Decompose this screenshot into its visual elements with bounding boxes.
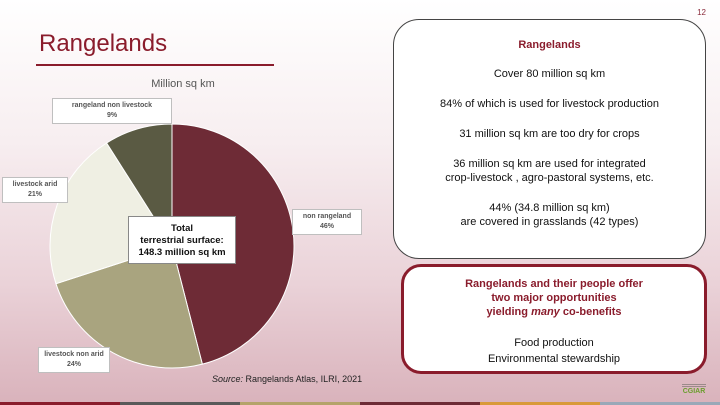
- heading-line: two major opportunities: [491, 292, 617, 304]
- callout-percent: 9%: [106, 112, 118, 119]
- source-text: Rangelands Atlas, ILRI, 2021: [243, 374, 363, 384]
- callout-label: livestock arid: [12, 181, 58, 188]
- total-line-1: Total: [171, 223, 193, 234]
- footer-segment: [0, 402, 120, 405]
- opportunity-line: Environmental stewardship: [487, 353, 621, 365]
- heading-line-post: co-benefits: [559, 306, 622, 318]
- total-surface-callout: Total terrestrial surface: 148.3 million…: [128, 216, 236, 264]
- slide-title: Rangelands: [39, 30, 168, 57]
- callout-percent: 24%: [66, 361, 81, 368]
- footer-segment: [600, 402, 720, 405]
- fact-line: are covered in grasslands (42 types): [460, 216, 639, 228]
- logo-rule: [682, 386, 706, 387]
- opportunities-heading: Rangelands and their people offer two ma…: [404, 277, 704, 319]
- rangelands-facts-box: Rangelands Cover 80 million sq km 84% of…: [393, 19, 706, 259]
- facts-heading: Rangelands: [518, 39, 581, 51]
- callout-label: livestock non arid: [44, 351, 104, 358]
- source-citation: Source: Rangelands Atlas, ILRI, 2021: [212, 374, 362, 384]
- pie-slice-rangeland-non-livestock: [105, 123, 173, 248]
- chart-title: Million sq km: [151, 78, 215, 90]
- heading-line-emphasis: many: [531, 306, 560, 318]
- page-number: 12: [697, 8, 706, 17]
- opportunities-box: Rangelands and their people offer two ma…: [401, 264, 707, 374]
- footer-color-bar: [0, 402, 720, 405]
- callout-label: non rangeland: [302, 213, 352, 220]
- callout-percent: 21%: [27, 191, 42, 198]
- callout-percent: 46%: [319, 223, 334, 230]
- opportunity-line: Food production: [514, 337, 594, 349]
- heading-line-pre: yielding: [486, 306, 532, 318]
- logo-text: CGIAR: [682, 388, 706, 395]
- heading-line: yielding many co-benefits: [404, 305, 704, 319]
- heading-line: Rangelands and their people offer: [465, 278, 643, 290]
- callout-livestock-non-arid: livestock non arid 24%: [38, 347, 110, 373]
- fact-line: crop-livestock , agro-pastoral systems, …: [445, 172, 654, 184]
- fact-line: Cover 80 million sq km: [493, 68, 606, 80]
- footer-segment: [240, 402, 360, 405]
- title-underline: [36, 64, 274, 66]
- fact-line: 84% of which is used for livestock produ…: [440, 98, 659, 110]
- callout-rangeland-non-livestock: rangeland non livestock 9%: [52, 98, 172, 124]
- fact-line: 36 million sq km are used for integrated: [453, 158, 646, 170]
- logo-rule: [682, 384, 706, 385]
- pie-slice-livestock-non-arid: [55, 245, 203, 369]
- fact-line: 31 million sq km are too dry for crops: [459, 128, 640, 140]
- footer-segment: [480, 402, 600, 405]
- footer-segment: [120, 402, 240, 405]
- total-line-3: 148.3 million sq km: [138, 247, 226, 258]
- callout-non-rangeland: non rangeland 46%: [292, 209, 362, 235]
- footer-segment: [360, 402, 480, 405]
- total-line-2: terrestrial surface:: [140, 235, 224, 246]
- source-label: Source:: [212, 374, 244, 384]
- callout-livestock-arid: livestock arid 21%: [2, 177, 68, 203]
- fact-line: 44% (34.8 million sq km): [489, 202, 610, 214]
- cgiar-logo: CGIAR: [676, 383, 712, 395]
- callout-label: rangeland non livestock: [71, 102, 153, 109]
